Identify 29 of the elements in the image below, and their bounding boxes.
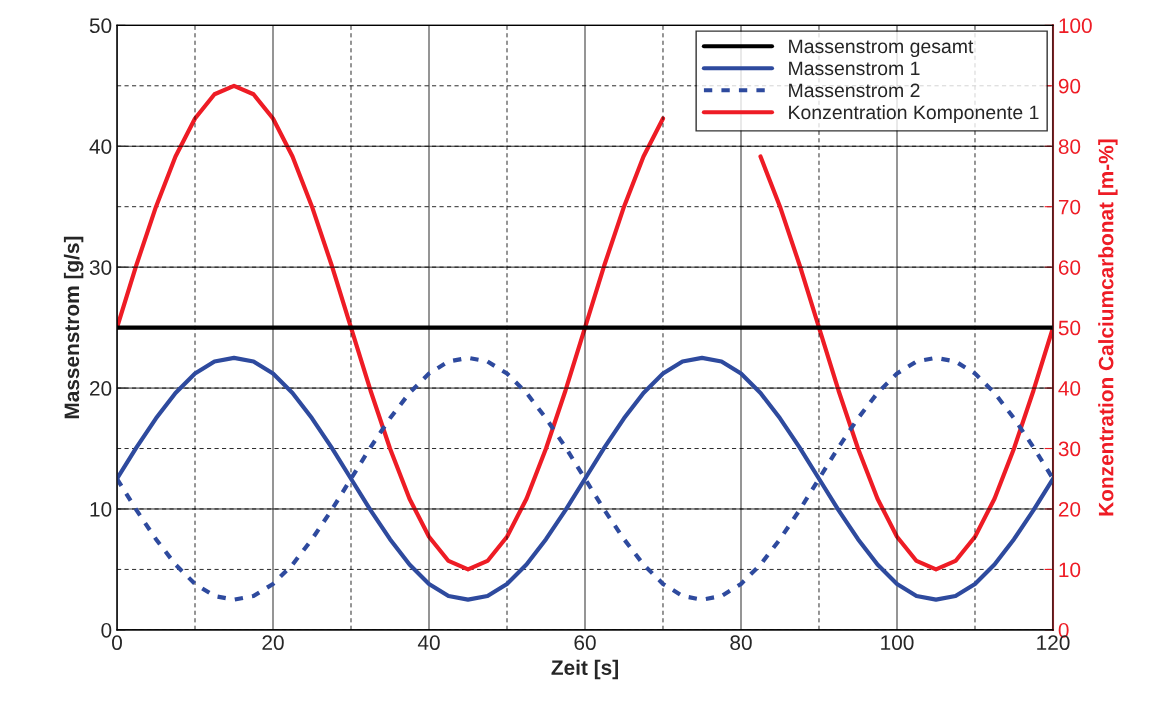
x-tick-label: 0	[112, 635, 122, 651]
x-tick-label: 40	[417, 635, 440, 651]
x-tick-label: 80	[730, 635, 752, 651]
y2-tick-label: 50	[1058, 320, 1081, 336]
x-tick-label: 60	[574, 635, 596, 651]
y2-tick-label: 30	[1058, 441, 1081, 457]
legend-label: Massenstrom 1	[789, 61, 920, 76]
y-tick-label: 10	[90, 501, 112, 517]
y2-tick-label: 60	[1058, 260, 1081, 275]
y2-axis-title: Konzentration Calciumcarbonat [m-%]	[1098, 139, 1118, 516]
y-axis-title: Massenstrom [g/s]	[63, 236, 84, 419]
x-tick-label: 100	[881, 635, 914, 651]
y2-tick-label: 70	[1058, 199, 1081, 215]
x-tick-label: 20	[262, 635, 284, 651]
legend-label: Massenstrom gesamt	[789, 39, 974, 58]
y2-tick-label: 100	[1059, 18, 1092, 34]
y-tick-label: 40	[89, 139, 112, 154]
y2-tick-label: 10	[1059, 562, 1081, 578]
x-axis-title: Zeit [s]	[551, 659, 618, 680]
y-tick-label: 30	[89, 260, 112, 275]
y-tick-label: 0	[101, 622, 112, 638]
legend-label: Massenstrom 2	[789, 83, 920, 98]
y2-tick-label: 20	[1058, 501, 1081, 517]
y2-tick-label: 40	[1058, 381, 1081, 396]
legend-label: Konzentration Komponente 1	[789, 105, 1039, 124]
y2-tick-label: 80	[1058, 139, 1081, 154]
y-tick-label: 20	[90, 381, 112, 396]
y2-tick-label: 90	[1058, 78, 1081, 94]
y-tick-label: 50	[89, 18, 112, 34]
